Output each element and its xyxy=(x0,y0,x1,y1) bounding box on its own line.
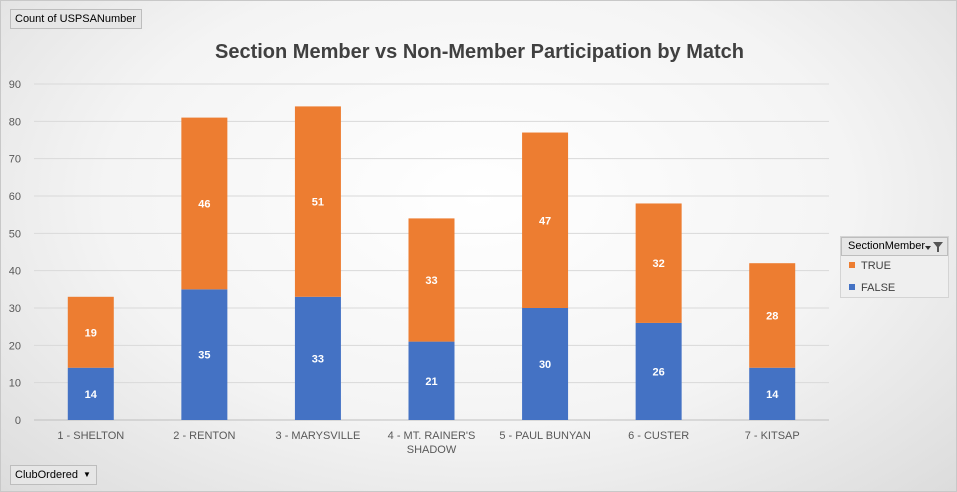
y-tick-label: 60 xyxy=(9,191,21,203)
data-label: 46 xyxy=(198,198,210,210)
legend-item-true[interactable]: TRUE xyxy=(849,259,891,273)
bar-segment xyxy=(408,218,455,342)
legend-title: SectionMember xyxy=(848,240,926,252)
legend-item-false[interactable]: FALSE xyxy=(849,281,895,295)
bar-segment xyxy=(181,117,228,290)
x-tick-label: 1 - SHELTON xyxy=(57,430,124,442)
x-tick-label: 7 - KITSAP xyxy=(745,430,800,442)
x-tick-label: 2 - RENTON xyxy=(173,430,235,442)
x-tick-label: 6 - CUSTER xyxy=(628,430,689,442)
data-label: 47 xyxy=(539,215,551,227)
bar-segment xyxy=(294,296,341,420)
data-label: 33 xyxy=(312,353,324,365)
bar-segment xyxy=(635,203,682,323)
x-tick-label: 5 - PAUL BUNYAN xyxy=(499,430,591,442)
bar-segment xyxy=(408,341,455,420)
axis-field-button[interactable]: ClubOrdered ▼ xyxy=(10,465,97,485)
value-field-button[interactable]: Count of USPSANumber xyxy=(10,9,143,29)
value-field-label: Count of USPSANumber xyxy=(15,13,137,25)
y-tick-label: 20 xyxy=(9,340,21,352)
x-tick-label: 4 - MT. RAINER'S SHADOW xyxy=(388,430,476,456)
data-label: 33 xyxy=(425,275,437,287)
chart-title: Section Member vs Non-Member Participati… xyxy=(215,41,744,63)
axis-field-label: ClubOrdered xyxy=(15,469,78,481)
x-tick-label: 3 - MARYSVILLE xyxy=(276,430,361,442)
bar-segment xyxy=(749,263,796,368)
data-label: 21 xyxy=(425,376,437,388)
legend: SectionMember TRUE FALSE xyxy=(840,236,949,298)
y-tick-label: 0 xyxy=(15,415,21,427)
y-tick-label: 50 xyxy=(9,228,21,240)
data-label: 35 xyxy=(198,350,210,362)
legend-field-button[interactable]: SectionMember xyxy=(841,237,948,256)
bar-segment xyxy=(67,367,114,420)
legend-swatch-true xyxy=(849,262,855,268)
bar-segment xyxy=(294,106,341,297)
data-label: 26 xyxy=(653,366,665,378)
y-tick-label: 10 xyxy=(9,378,21,390)
y-tick-label: 90 xyxy=(9,79,21,91)
bar-segment xyxy=(522,132,569,308)
legend-swatch-false xyxy=(849,284,855,290)
legend-label-true: TRUE xyxy=(861,260,891,272)
bar-segment xyxy=(181,289,228,420)
y-tick-label: 30 xyxy=(9,303,21,315)
data-label: 14 xyxy=(85,389,98,401)
data-label: 30 xyxy=(539,359,551,371)
bar-segment xyxy=(749,367,796,420)
dropdown-arrow-icon: ▼ xyxy=(82,470,91,479)
bar-segment xyxy=(635,322,682,420)
bar-segment xyxy=(67,296,114,368)
data-label: 32 xyxy=(653,258,665,270)
data-label: 51 xyxy=(312,197,324,209)
y-tick-label: 40 xyxy=(9,266,21,278)
data-label: 14 xyxy=(766,389,779,401)
y-tick-label: 70 xyxy=(9,154,21,166)
legend-label-false: FALSE xyxy=(861,282,896,294)
filter-dropdown-icon[interactable] xyxy=(924,241,944,253)
data-label: 28 xyxy=(766,310,778,322)
y-tick-label: 80 xyxy=(9,116,21,128)
bar-segment xyxy=(522,308,569,420)
data-label: 19 xyxy=(85,327,97,339)
